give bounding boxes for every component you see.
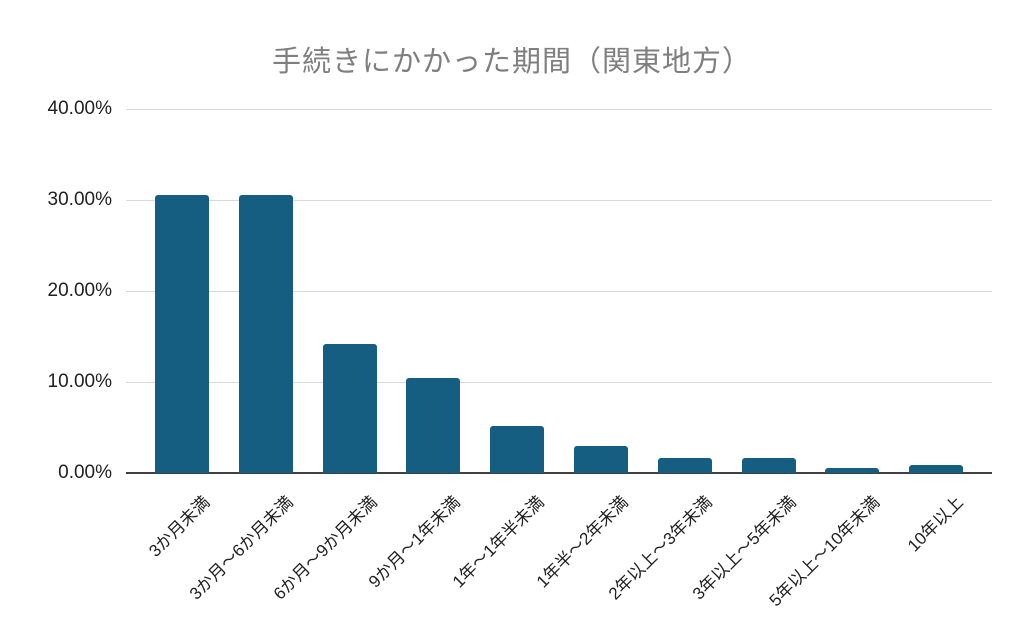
bar (406, 378, 461, 473)
bar (155, 194, 209, 473)
gridline (126, 200, 992, 201)
x-axis-tick-label: 10年以上 (904, 492, 968, 556)
y-axis-tick-label: 40.00% (47, 98, 112, 119)
x-axis-tick-label: 3か月未満 (144, 492, 213, 561)
y-axis-tick-label: 30.00% (47, 189, 112, 210)
bar (657, 458, 712, 473)
gridline (126, 382, 992, 383)
chart-title: 手続きにかかった期間（関東地方） (271, 46, 752, 78)
bar (825, 467, 880, 473)
y-axis-tick-label: 20.00% (47, 280, 112, 301)
bar (574, 445, 628, 473)
y-axis-tick-label: 10.00% (47, 371, 112, 392)
gridline (126, 291, 992, 292)
bar (741, 458, 796, 473)
bar (490, 425, 545, 473)
x-axis-line (126, 472, 992, 474)
bar (322, 343, 377, 473)
bar (909, 464, 964, 473)
gridline (126, 109, 992, 110)
bar (238, 194, 293, 473)
y-axis-tick-label: 0.00% (58, 462, 112, 483)
